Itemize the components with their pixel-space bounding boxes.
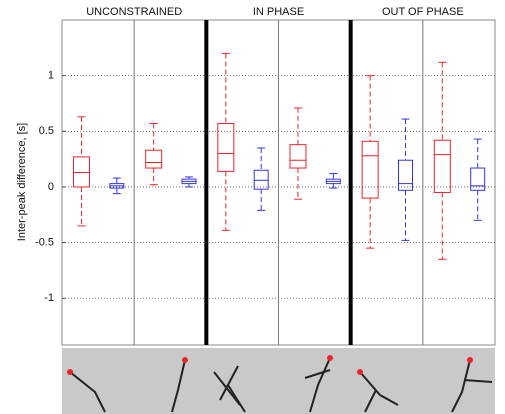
- y-tick-label: -0.5: [35, 237, 54, 249]
- box: [470, 167, 486, 191]
- box: [145, 149, 163, 169]
- box: [433, 139, 451, 194]
- y-tick-label: 1: [48, 70, 54, 82]
- y-tick-label: -1: [44, 292, 54, 304]
- y-axis-label: Inter-peak difference, [s]: [16, 123, 28, 241]
- box: [72, 156, 90, 188]
- figure-strip: [62, 348, 495, 414]
- box: [289, 144, 307, 169]
- box: [217, 123, 235, 172]
- stick-figures: [69, 357, 493, 413]
- marker-dots: [67, 355, 473, 375]
- group-title: IN PHASE: [253, 6, 304, 18]
- y-tick-label: 0: [48, 181, 54, 193]
- box: [398, 159, 414, 191]
- y-tick-label: 0.5: [39, 125, 54, 137]
- box: [253, 169, 269, 190]
- group-title: UNCONSTRAINED: [86, 6, 182, 18]
- box: [361, 140, 379, 199]
- image-strip: [62, 348, 495, 414]
- group-title: OUT OF PHASE: [382, 6, 464, 18]
